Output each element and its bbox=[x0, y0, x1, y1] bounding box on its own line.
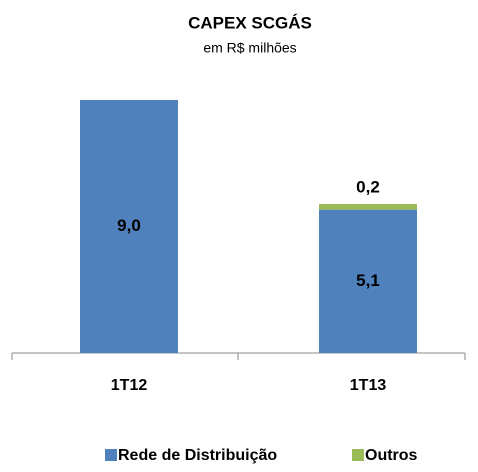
x-tick-label: 1T12 bbox=[111, 377, 148, 394]
x-tick-label: 1T13 bbox=[350, 377, 387, 394]
data-label: 5,1 bbox=[356, 271, 380, 290]
legend-label: Outros bbox=[365, 447, 418, 464]
legend-swatch bbox=[352, 449, 364, 461]
bar-segment bbox=[80, 100, 178, 353]
data-label: 0,2 bbox=[356, 177, 380, 196]
legend-swatch bbox=[105, 449, 117, 461]
chart-subtitle: em R$ milhões bbox=[203, 40, 296, 56]
legend-label: Rede de Distribuição bbox=[118, 447, 277, 464]
bar-segment bbox=[319, 209, 417, 353]
data-label: 9,0 bbox=[117, 216, 141, 235]
bar-segment bbox=[319, 204, 417, 210]
chart-title: CAPEX SCGÁS bbox=[188, 13, 312, 32]
